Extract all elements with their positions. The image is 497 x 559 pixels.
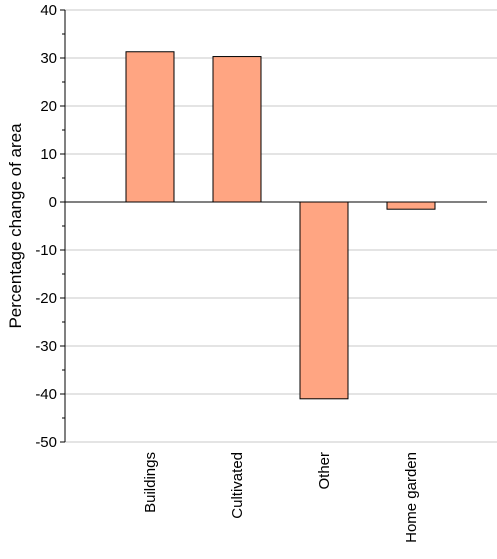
x-category-label: Cultivated [229, 452, 246, 519]
bar-home-garden [386, 201, 436, 210]
y-tick-label: -40 [35, 386, 57, 403]
y-tick-label: 20 [40, 98, 57, 115]
y-tick-label: -50 [35, 434, 57, 451]
x-category-label: Other [316, 452, 333, 490]
y-tick-label: 30 [40, 50, 57, 67]
bars [125, 51, 436, 400]
x-category-label: Buildings [142, 452, 159, 513]
x-axis-category-labels: Buildings Cultivated Other Home garden [142, 452, 420, 543]
y-tick-label: -20 [35, 290, 57, 307]
y-tick-label: 10 [40, 146, 57, 163]
bar-cultivated [212, 56, 262, 203]
bar-other [299, 201, 349, 400]
y-axis-title: Percentage change of area [6, 123, 25, 329]
y-tick-label: 40 [40, 2, 57, 19]
y-tick-label: 0 [49, 194, 57, 211]
y-tick-label: -10 [35, 242, 57, 259]
y-axis-ticks: 40 30 20 10 0 -10 -20 -30 -40 -50 [35, 2, 65, 451]
bar-buildings [125, 51, 175, 203]
x-category-label: Home garden [403, 452, 420, 543]
y-tick-label: -30 [35, 338, 57, 355]
